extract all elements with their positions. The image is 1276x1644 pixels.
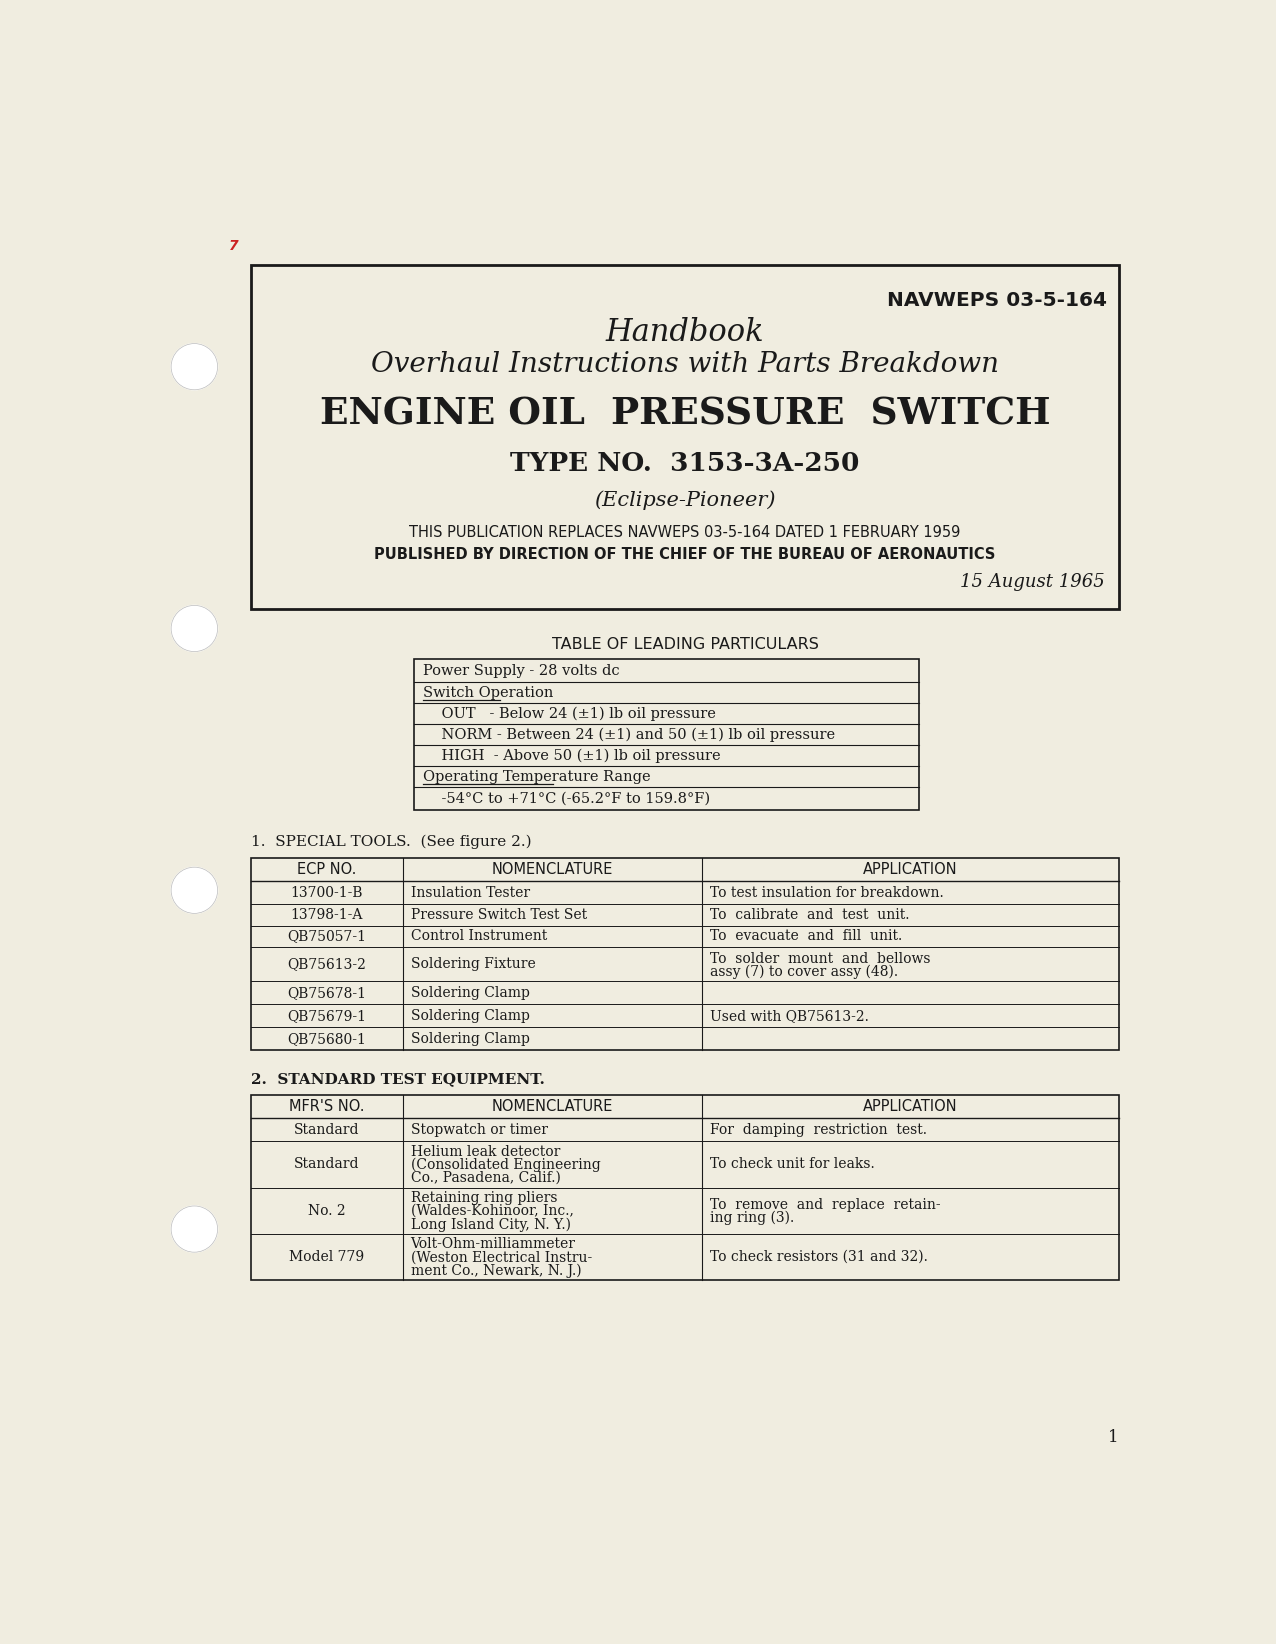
- Bar: [251, 1095, 1119, 1281]
- Text: 13798-1-A: 13798-1-A: [291, 907, 364, 922]
- Bar: [251, 265, 1119, 610]
- Text: To  solder  mount  and  bellows: To solder mount and bellows: [709, 952, 930, 967]
- Text: assy (7) to cover assy (48).: assy (7) to cover assy (48).: [709, 963, 898, 978]
- Text: QB75613-2: QB75613-2: [287, 957, 366, 972]
- Text: APPLICATION: APPLICATION: [864, 861, 958, 876]
- Text: NOMENCLATURE: NOMENCLATURE: [491, 861, 614, 876]
- Circle shape: [171, 344, 218, 390]
- Text: Stopwatch or timer: Stopwatch or timer: [411, 1123, 547, 1136]
- Text: Standard: Standard: [295, 1157, 360, 1172]
- Text: Soldering Clamp: Soldering Clamp: [411, 986, 530, 1000]
- Text: Switch Operation: Switch Operation: [424, 686, 554, 700]
- Bar: [413, 659, 919, 810]
- Text: To test insulation for breakdown.: To test insulation for breakdown.: [709, 886, 944, 899]
- Text: Pressure Switch Test Set: Pressure Switch Test Set: [411, 907, 587, 922]
- Text: Co., Pasadena, Calif.): Co., Pasadena, Calif.): [411, 1171, 560, 1185]
- Text: (Waldes-Kohinoor, Inc.,: (Waldes-Kohinoor, Inc.,: [411, 1203, 573, 1218]
- Text: Insulation Tester: Insulation Tester: [411, 886, 530, 899]
- Text: NOMENCLATURE: NOMENCLATURE: [491, 1100, 614, 1115]
- Text: For  damping  restriction  test.: For damping restriction test.: [709, 1123, 928, 1136]
- Text: APPLICATION: APPLICATION: [864, 1100, 958, 1115]
- Text: -54°C to +71°C (-65.2°F to 159.8°F): -54°C to +71°C (-65.2°F to 159.8°F): [424, 792, 711, 806]
- Text: Standard: Standard: [295, 1123, 360, 1136]
- Text: To check resistors (31 and 32).: To check resistors (31 and 32).: [709, 1249, 928, 1264]
- Text: 13700-1-B: 13700-1-B: [291, 886, 364, 899]
- Text: PUBLISHED BY DIRECTION OF THE CHIEF OF THE BUREAU OF AERONAUTICS: PUBLISHED BY DIRECTION OF THE CHIEF OF T…: [374, 547, 995, 562]
- Text: Long Island City, N. Y.): Long Island City, N. Y.): [411, 1217, 570, 1231]
- Text: QB75678-1: QB75678-1: [287, 986, 366, 1000]
- Text: TYPE NO.  3153-3A-250: TYPE NO. 3153-3A-250: [510, 452, 860, 477]
- Circle shape: [171, 605, 218, 651]
- Text: Soldering Fixture: Soldering Fixture: [411, 957, 536, 972]
- Text: NORM - Between 24 (±1) and 50 (±1) lb oil pressure: NORM - Between 24 (±1) and 50 (±1) lb oi…: [424, 728, 835, 741]
- Text: QB75680-1: QB75680-1: [287, 1032, 366, 1046]
- Text: TABLE OF LEADING PARTICULARS: TABLE OF LEADING PARTICULARS: [551, 636, 818, 653]
- Text: Operating Temperature Range: Operating Temperature Range: [424, 769, 651, 784]
- Text: Used with QB75613-2.: Used with QB75613-2.: [709, 1009, 869, 1023]
- Text: Handbook: Handbook: [606, 317, 764, 349]
- Text: ENGINE OIL  PRESSURE  SWITCH: ENGINE OIL PRESSURE SWITCH: [320, 396, 1050, 432]
- Text: Power Supply - 28 volts dc: Power Supply - 28 volts dc: [424, 664, 620, 677]
- Text: Volt-Ohm-milliammeter: Volt-Ohm-milliammeter: [411, 1238, 575, 1251]
- Text: (Weston Electrical Instru-: (Weston Electrical Instru-: [411, 1249, 592, 1264]
- Text: To check unit for leaks.: To check unit for leaks.: [709, 1157, 875, 1172]
- Text: 1: 1: [1109, 1429, 1119, 1447]
- Text: Retaining ring pliers: Retaining ring pliers: [411, 1190, 558, 1205]
- Text: QB75679-1: QB75679-1: [287, 1009, 366, 1023]
- Text: To  calibrate  and  test  unit.: To calibrate and test unit.: [709, 907, 910, 922]
- Text: ment Co., Newark, N. J.): ment Co., Newark, N. J.): [411, 1263, 582, 1277]
- Text: Helium leak detector: Helium leak detector: [411, 1144, 560, 1159]
- Text: OUT   - Below 24 (±1) lb oil pressure: OUT - Below 24 (±1) lb oil pressure: [424, 707, 716, 722]
- Circle shape: [171, 866, 218, 914]
- Text: ing ring (3).: ing ring (3).: [709, 1210, 794, 1225]
- Text: Soldering Clamp: Soldering Clamp: [411, 1032, 530, 1046]
- Text: ECP NO.: ECP NO.: [297, 861, 356, 876]
- Text: QB75057-1: QB75057-1: [287, 929, 366, 944]
- Text: To  remove  and  replace  retain-: To remove and replace retain-: [709, 1197, 940, 1212]
- Text: To  evacuate  and  fill  unit.: To evacuate and fill unit.: [709, 929, 902, 944]
- Bar: [251, 858, 1119, 1051]
- Text: 1.  SPECIAL TOOLS.  (See figure 2.): 1. SPECIAL TOOLS. (See figure 2.): [251, 835, 532, 850]
- Text: 15 August 1965: 15 August 1965: [961, 574, 1105, 592]
- Text: (Consolidated Engineering: (Consolidated Engineering: [411, 1157, 600, 1172]
- Text: Control Instrument: Control Instrument: [411, 929, 547, 944]
- Text: Model 779: Model 779: [290, 1249, 365, 1264]
- Text: HIGH  - Above 50 (±1) lb oil pressure: HIGH - Above 50 (±1) lb oil pressure: [424, 748, 721, 763]
- Text: NAVWEPS 03-5-164: NAVWEPS 03-5-164: [887, 291, 1106, 311]
- Text: (Eclipse-Pioneer): (Eclipse-Pioneer): [595, 490, 776, 510]
- Text: No. 2: No. 2: [308, 1203, 346, 1218]
- Text: THIS PUBLICATION REPLACES NAVWEPS 03-5-164 DATED 1 FEBRUARY 1959: THIS PUBLICATION REPLACES NAVWEPS 03-5-1…: [410, 526, 961, 541]
- Circle shape: [171, 1207, 218, 1253]
- Text: 7: 7: [230, 238, 239, 253]
- Text: 2.  STANDARD TEST EQUIPMENT.: 2. STANDARD TEST EQUIPMENT.: [251, 1072, 545, 1087]
- Text: MFR'S NO.: MFR'S NO.: [290, 1100, 365, 1115]
- Text: Soldering Clamp: Soldering Clamp: [411, 1009, 530, 1023]
- Text: Overhaul Instructions with Parts Breakdown: Overhaul Instructions with Parts Breakdo…: [371, 352, 999, 378]
